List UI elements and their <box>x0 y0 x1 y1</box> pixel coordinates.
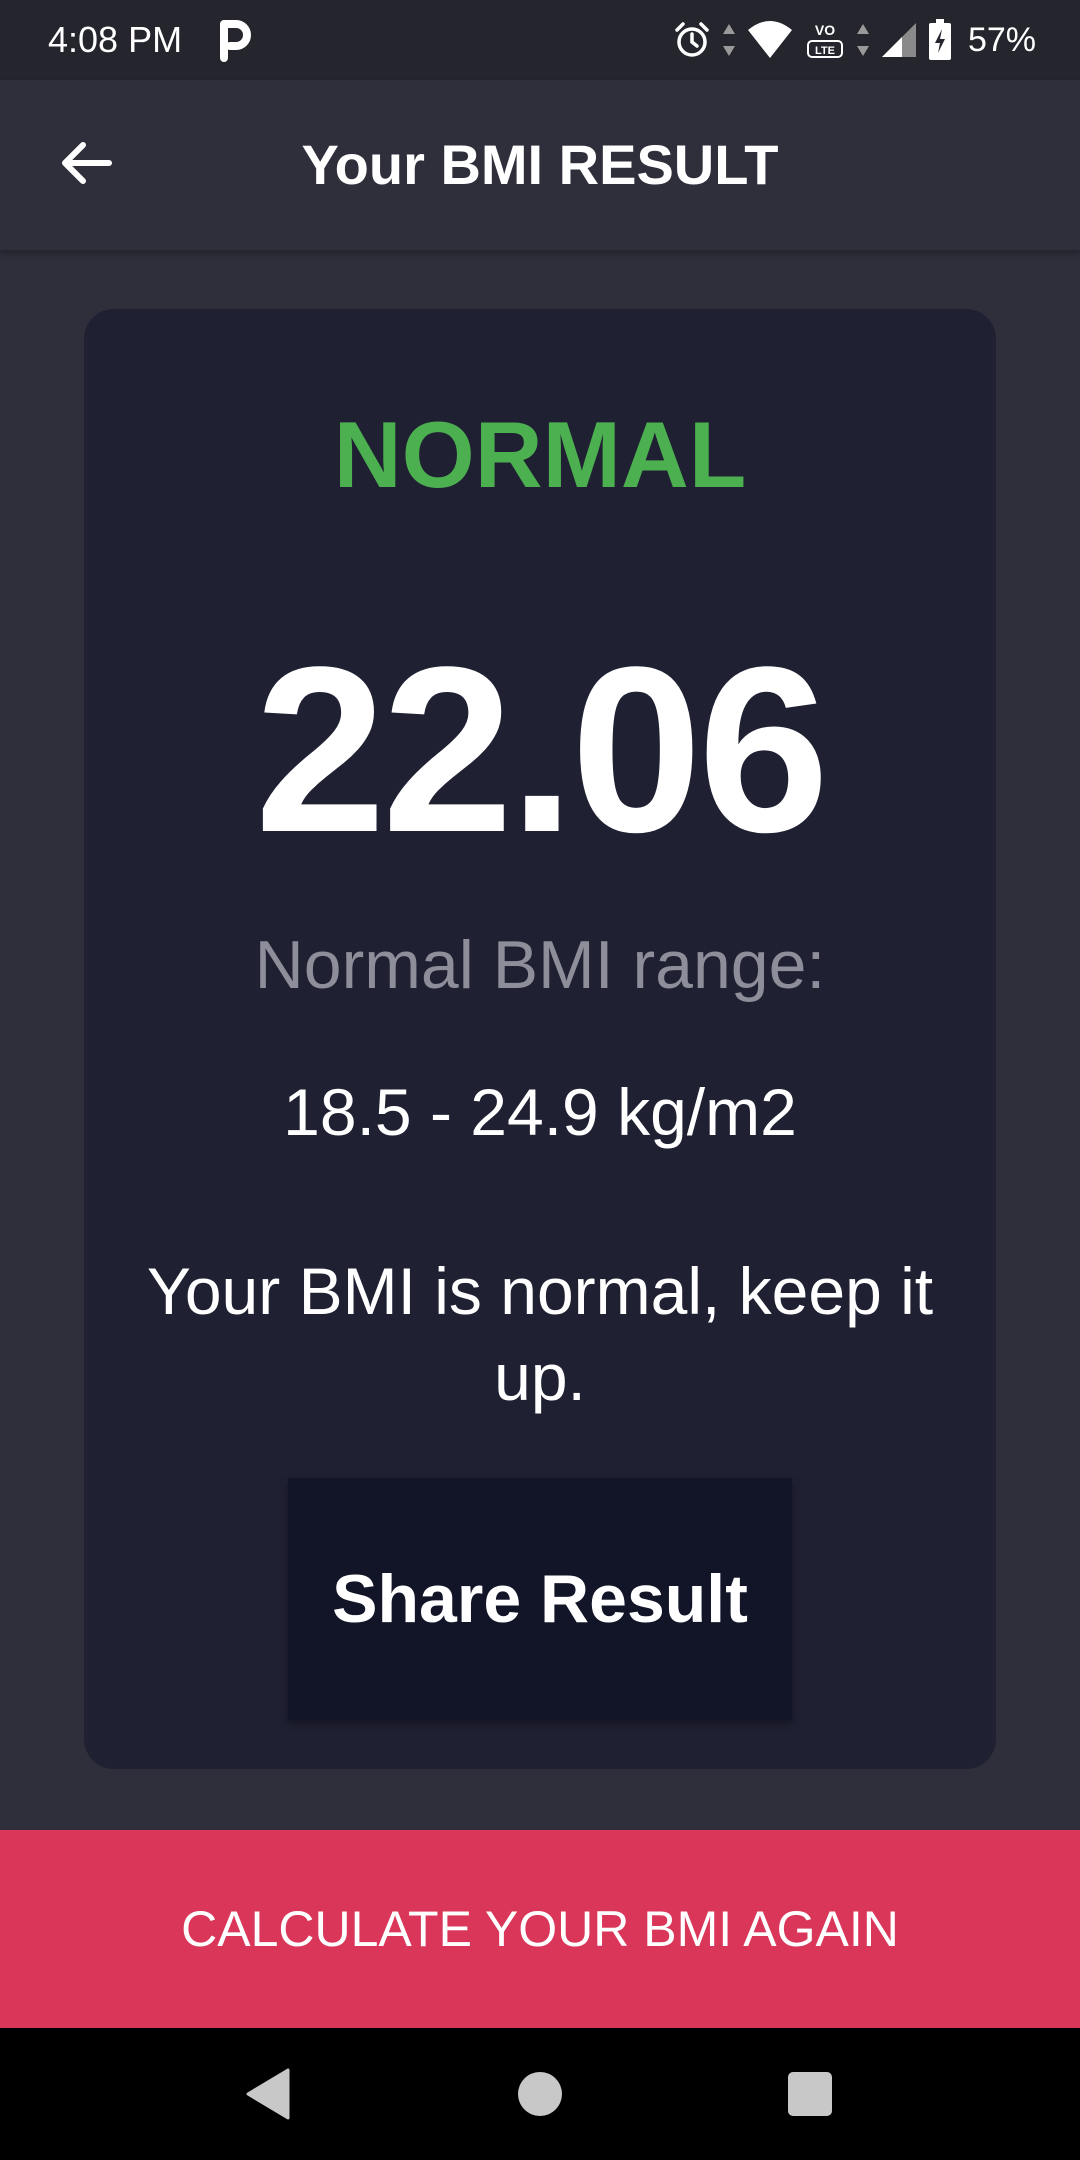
alarm-icon <box>672 20 712 60</box>
status-icons: VO LTE <box>672 18 1036 62</box>
calculate-again-button[interactable]: CALCULATE YOUR BMI AGAIN <box>0 1830 1080 2028</box>
recents-square-icon <box>786 2070 834 2123</box>
normal-range-label: Normal BMI range: <box>254 927 826 1003</box>
share-result-button[interactable]: Share Result <box>288 1478 792 1720</box>
nav-back-button[interactable] <box>236 2064 300 2128</box>
nav-recents-button[interactable] <box>778 2064 842 2128</box>
volte-icon: VO LTE <box>804 19 846 61</box>
back-triangle-icon <box>244 2068 292 2125</box>
status-time: 4:08 PM <box>48 19 183 60</box>
battery-charging-icon <box>928 19 952 61</box>
bmi-category: NORMAL <box>333 402 747 507</box>
home-circle-icon <box>516 2070 564 2123</box>
wifi-icon <box>746 20 794 60</box>
battery-percent: 57% <box>967 21 1036 59</box>
status-bar: 4:08 PM <box>0 0 1080 80</box>
svg-text:VO: VO <box>815 22 835 38</box>
normal-range-value: 18.5 - 24.9 kg/m2 <box>283 1075 797 1149</box>
nav-home-button[interactable] <box>508 2064 572 2128</box>
svg-text:LTE: LTE <box>815 45 835 57</box>
page-title: Your BMI RESULT <box>301 133 779 196</box>
system-nav-bar <box>0 2028 1080 2160</box>
data-arrows-icon <box>722 22 736 58</box>
bmi-value: 22.06 <box>254 618 830 882</box>
app-bar: Your BMI RESULT <box>0 80 1080 250</box>
cell-signal-icon <box>880 21 918 59</box>
data-arrows-icon-2 <box>856 22 870 58</box>
parking-app-icon <box>218 18 252 62</box>
bmi-advice: Your BMI is normal, keep it up. <box>146 1254 934 1414</box>
back-button[interactable] <box>40 130 130 200</box>
arrow-left-icon <box>57 139 113 192</box>
